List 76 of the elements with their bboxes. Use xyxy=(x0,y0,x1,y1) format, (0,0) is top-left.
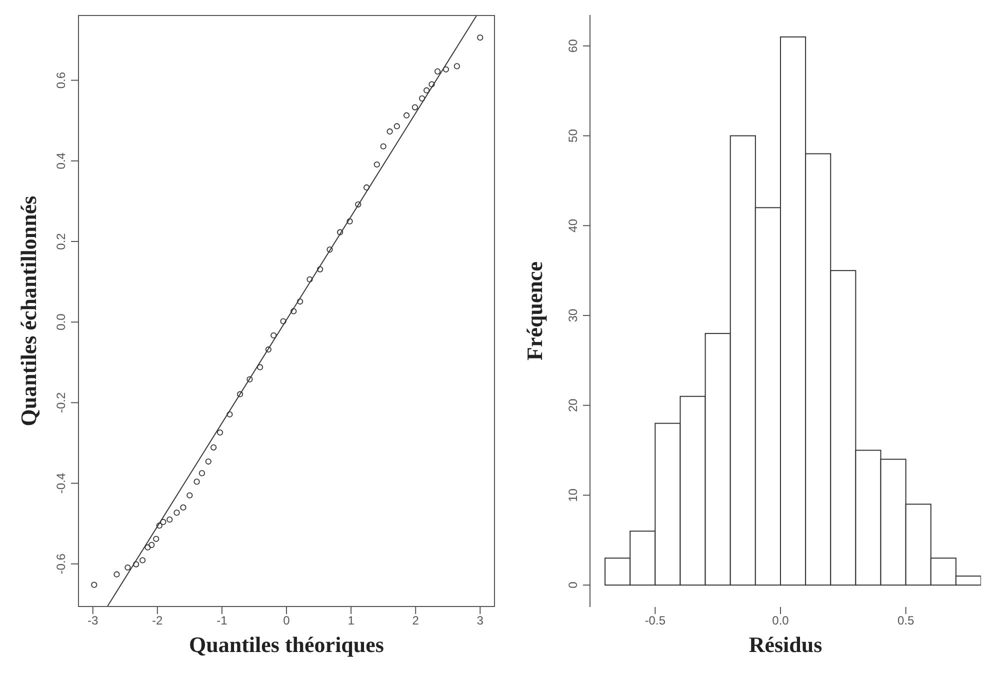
y-axis-title: Quantiles échantillonnés xyxy=(16,195,41,426)
x-tick-label: 3 xyxy=(476,614,484,628)
point xyxy=(419,95,426,102)
y-tick-label: 10 xyxy=(566,488,580,502)
x-tick-label: -2 xyxy=(152,614,164,628)
point xyxy=(144,544,151,550)
y-axis-title: Fréquence xyxy=(522,261,547,360)
y-tick-label: 40 xyxy=(566,218,580,232)
y-tick-label: -0.4 xyxy=(54,472,68,494)
point xyxy=(236,391,244,398)
point xyxy=(346,218,353,224)
point xyxy=(386,128,393,135)
point xyxy=(363,184,370,191)
point xyxy=(91,582,98,588)
y-tick-label: -0.2 xyxy=(54,392,68,414)
x-axis-title: Quantiles théoriques xyxy=(189,632,384,657)
point xyxy=(337,229,344,236)
x-tick-label: 0 xyxy=(283,614,290,628)
y-tick-label: 0.4 xyxy=(54,152,68,170)
point xyxy=(180,504,186,511)
point xyxy=(442,66,449,72)
point xyxy=(454,63,460,70)
x-axis-title: Résidus xyxy=(748,632,823,657)
point xyxy=(246,376,253,382)
point xyxy=(148,542,155,548)
point xyxy=(114,571,120,578)
y-tick-label: 0 xyxy=(566,581,580,588)
point xyxy=(306,276,313,282)
point xyxy=(140,557,146,564)
y-tick-label: 30 xyxy=(566,308,580,322)
y-tick-label: 50 xyxy=(566,128,580,142)
point xyxy=(265,346,272,353)
point xyxy=(160,518,166,526)
point xyxy=(256,364,264,370)
point xyxy=(166,516,173,523)
point xyxy=(374,161,380,168)
y-tick-label: 0.0 xyxy=(54,313,68,330)
x-tick-label: -3 xyxy=(88,614,99,628)
point xyxy=(198,470,205,476)
x-tick-label: 0.0 xyxy=(772,614,790,628)
point xyxy=(226,411,233,418)
point xyxy=(194,478,200,485)
point xyxy=(317,266,324,272)
point xyxy=(355,201,362,208)
x-tick-label: -0.5 xyxy=(644,614,666,628)
point xyxy=(205,458,212,465)
point xyxy=(428,81,435,88)
point xyxy=(290,308,297,314)
point xyxy=(270,332,277,338)
y-tick-label: 20 xyxy=(566,398,580,412)
point xyxy=(380,143,386,150)
point xyxy=(174,510,180,516)
point xyxy=(412,104,418,110)
point xyxy=(156,522,162,529)
point xyxy=(280,318,286,324)
point xyxy=(210,444,217,450)
y-tick-label: 0.6 xyxy=(54,72,68,89)
point xyxy=(326,246,333,253)
x-tick-label: -1 xyxy=(216,614,228,628)
y-tick-label: 0.2 xyxy=(54,232,68,250)
point xyxy=(153,536,160,542)
point xyxy=(394,123,400,130)
x-tick-label: 2 xyxy=(412,614,420,628)
point xyxy=(424,87,430,94)
x-tick-label: 0.5 xyxy=(897,614,914,628)
point xyxy=(216,429,224,436)
point xyxy=(477,34,484,41)
point xyxy=(186,492,193,498)
point xyxy=(404,112,410,118)
point xyxy=(297,298,304,305)
y-tick-label: 60 xyxy=(566,38,580,53)
point xyxy=(434,68,441,74)
point xyxy=(124,564,131,571)
point xyxy=(133,561,140,568)
y-tick-label: -0.6 xyxy=(54,553,68,574)
x-tick-label: 1 xyxy=(348,614,355,628)
